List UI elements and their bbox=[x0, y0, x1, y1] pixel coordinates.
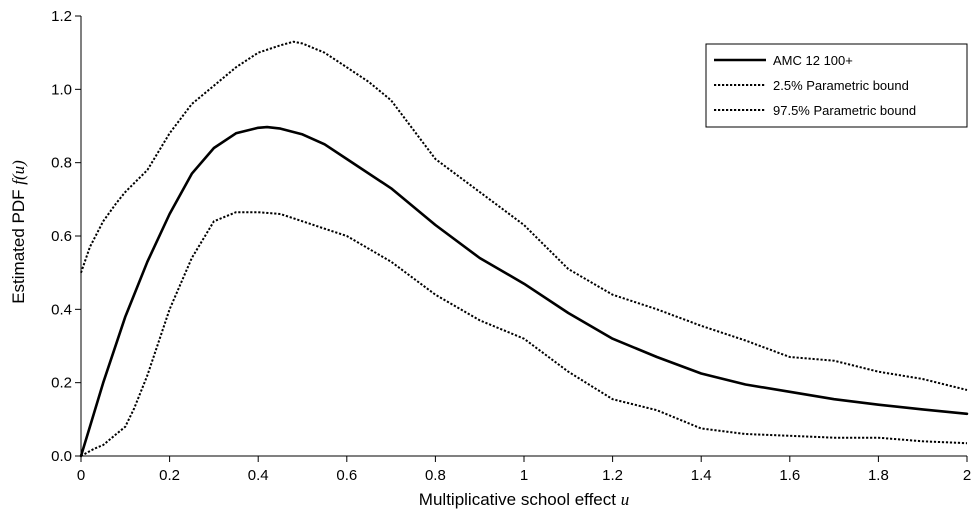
legend-label-1: AMC 12 100+ bbox=[773, 53, 853, 68]
legend-label-3: 97.5% Parametric bound bbox=[773, 103, 916, 118]
series-layer bbox=[79, 40, 969, 458]
y-tick-label: 1.2 bbox=[51, 8, 72, 25]
x-tick-label: 0.4 bbox=[248, 467, 269, 484]
legend: AMC 12 100+ 2.5% Parametric bound 97.5% Pa… bbox=[705, 43, 968, 128]
y-tick-label: 0.8 bbox=[51, 155, 72, 172]
x-tick-label: 1.4 bbox=[691, 467, 712, 484]
x-tick-label: 1.2 bbox=[602, 467, 623, 484]
x-axis-title: Multiplicative school effect u bbox=[419, 490, 629, 509]
series-line-2 bbox=[80, 211, 968, 457]
x-tick-label: 2 bbox=[963, 467, 971, 484]
y-tick-label: 0.6 bbox=[51, 228, 72, 245]
x-tick-label: 1.6 bbox=[779, 467, 800, 484]
series-line-1 bbox=[79, 125, 969, 458]
y-axis-title: Estimated PDF f(u) bbox=[9, 160, 28, 304]
legend-box bbox=[705, 43, 968, 128]
y-axis-title-var: f(u) bbox=[9, 160, 28, 185]
y-tick-label: 0.0 bbox=[51, 448, 72, 465]
x-tick-label: 0.6 bbox=[336, 467, 357, 484]
x-tick-label: 1.8 bbox=[868, 467, 889, 484]
x-tick-label: 0 bbox=[77, 467, 85, 484]
x-tick-label: 1 bbox=[520, 467, 528, 484]
x-tick-label: 0.8 bbox=[425, 467, 446, 484]
y-tick-label: 1.0 bbox=[51, 81, 72, 98]
y-axis-title-text: Estimated PDF bbox=[9, 189, 28, 303]
ticks: 0.0 0.2 0.4 0.6 0.8 1.0 1.2 0 0.2 0.4 0.6 0.8 1 1.2 1.… bbox=[51, 8, 971, 484]
y-tick-label: 0.2 bbox=[51, 375, 72, 392]
legend-label-2: 2.5% Parametric bound bbox=[773, 78, 909, 93]
x-axis-title-var: u bbox=[621, 490, 630, 509]
series-line-3 bbox=[80, 40, 968, 391]
y-tick-label: 0.4 bbox=[51, 301, 72, 318]
x-tick-label: 0.2 bbox=[159, 467, 180, 484]
x-axis-title-text: Multiplicative school effect bbox=[419, 490, 616, 509]
